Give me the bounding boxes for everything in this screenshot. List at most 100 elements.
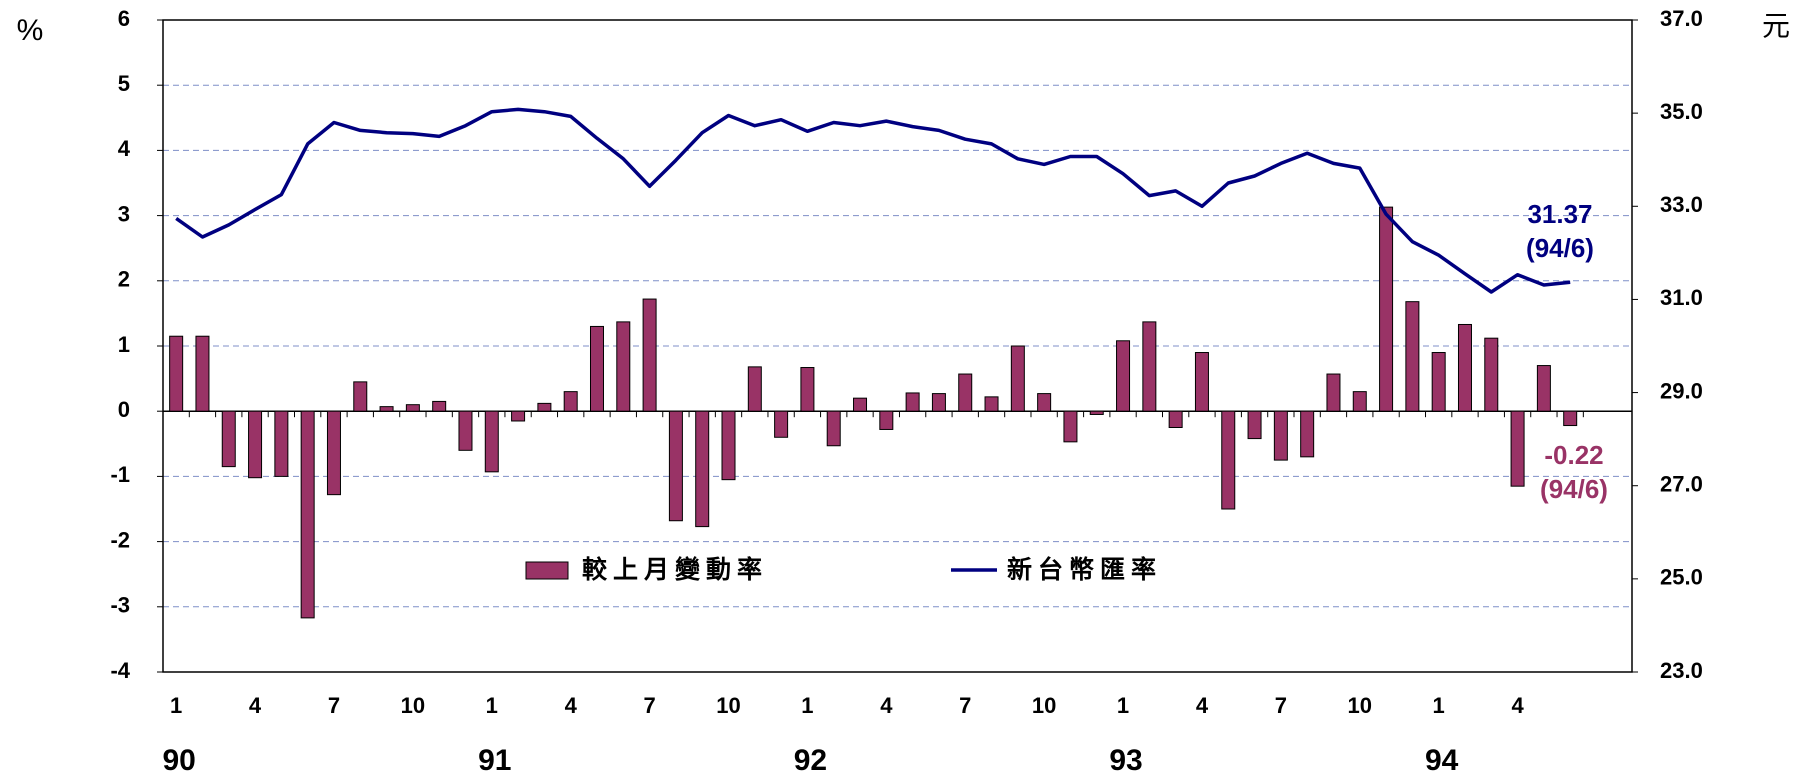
bar <box>1352 391 1367 412</box>
bar <box>1300 410 1315 458</box>
bar <box>1194 352 1209 412</box>
bar <box>537 402 552 412</box>
bar <box>458 410 473 451</box>
x-tick-label: 10 <box>1032 693 1056 718</box>
x-tick-label: 4 <box>1196 693 1209 718</box>
year-label: 91 <box>478 744 511 777</box>
y2-tick-label: 33.0 <box>1660 192 1703 217</box>
bar <box>1457 323 1472 412</box>
legend-label: 較上月變動率 <box>582 555 768 584</box>
bar <box>642 298 657 412</box>
annotation: 31.37 <box>1527 199 1592 229</box>
y-tick-label: -2 <box>110 527 130 552</box>
bar <box>1221 410 1236 510</box>
bar <box>774 410 789 438</box>
bar <box>1405 301 1420 412</box>
bar <box>826 410 841 447</box>
bar <box>353 381 368 412</box>
bar <box>1379 206 1394 412</box>
y2-tick-label: 25.0 <box>1660 565 1703 590</box>
x-tick-label: 4 <box>565 693 578 718</box>
bar <box>300 410 315 619</box>
bar <box>1116 340 1131 412</box>
y-tick-label: -4 <box>110 658 130 683</box>
x-tick-label: 1 <box>170 693 182 718</box>
bar <box>1037 393 1052 412</box>
y-tick-label: -3 <box>110 593 130 618</box>
bar <box>563 391 578 412</box>
bar <box>1089 410 1104 415</box>
bar <box>747 366 762 412</box>
bar <box>379 406 394 412</box>
bar <box>695 410 710 528</box>
x-tick-label: 1 <box>1117 693 1129 718</box>
bar <box>195 335 210 412</box>
bar <box>1247 410 1262 440</box>
bar <box>668 410 683 522</box>
y-tick-label: 4 <box>118 136 131 161</box>
y-tick-label: 1 <box>118 332 130 357</box>
x-tick-label: 4 <box>1511 693 1524 718</box>
year-label: 92 <box>794 744 827 777</box>
bar <box>1326 373 1341 412</box>
y2-tick-label: 31.0 <box>1660 285 1703 310</box>
bar <box>721 410 736 481</box>
legend-background <box>440 546 1260 598</box>
annotation: (94/6) <box>1526 233 1594 263</box>
bar <box>1168 410 1183 429</box>
x-tick-label: 1 <box>801 693 813 718</box>
x-tick-label: 10 <box>401 693 425 718</box>
bar <box>1536 365 1551 412</box>
x-tick-label: 7 <box>959 693 971 718</box>
x-tick-label: 10 <box>1348 693 1372 718</box>
bar <box>905 392 920 412</box>
bar <box>589 325 604 412</box>
bar <box>1484 337 1499 412</box>
bar <box>248 410 263 479</box>
bar <box>432 400 447 412</box>
bar <box>484 410 499 473</box>
bar <box>326 410 341 496</box>
bar <box>221 410 236 468</box>
year-label: 94 <box>1425 744 1459 777</box>
bar <box>1510 410 1525 487</box>
x-tick-label: 1 <box>1433 693 1445 718</box>
line <box>175 107 1571 294</box>
bar <box>1063 410 1078 443</box>
bar <box>1431 352 1446 412</box>
bar <box>1010 345 1025 412</box>
y2-tick-label: 27.0 <box>1660 472 1703 497</box>
bar <box>800 367 815 412</box>
x-tick-label: 4 <box>880 693 893 718</box>
y2-tick-label: 37.0 <box>1660 6 1703 31</box>
bar <box>511 410 526 422</box>
x-tick-label: 7 <box>328 693 340 718</box>
y-tick-label: 5 <box>118 71 130 96</box>
y-tick-label: 0 <box>118 397 130 422</box>
y-axis-label: % <box>17 14 44 47</box>
y2-tick-label: 23.0 <box>1660 658 1703 683</box>
x-tick-label: 1 <box>486 693 498 718</box>
bar <box>169 335 184 412</box>
x-tick-label: 7 <box>1275 693 1287 718</box>
legend-swatch <box>525 561 569 580</box>
bar <box>1142 321 1157 412</box>
y-tick-label: 2 <box>118 267 130 292</box>
bar <box>853 397 868 412</box>
y2-tick-label: 35.0 <box>1660 99 1703 124</box>
x-tick-label: 10 <box>716 693 740 718</box>
bar <box>931 393 946 412</box>
x-tick-label: 7 <box>643 693 655 718</box>
bar <box>1563 410 1578 427</box>
y2-tick-label: 29.0 <box>1660 378 1703 403</box>
x-tick-label: 4 <box>249 693 262 718</box>
y-tick-label: 3 <box>118 201 130 226</box>
bar <box>405 404 420 412</box>
year-label: 90 <box>162 744 195 777</box>
bar <box>984 396 999 412</box>
y-tick-label: 6 <box>118 6 130 31</box>
bar <box>274 410 289 477</box>
bar <box>879 410 894 430</box>
year-label: 93 <box>1109 744 1142 777</box>
